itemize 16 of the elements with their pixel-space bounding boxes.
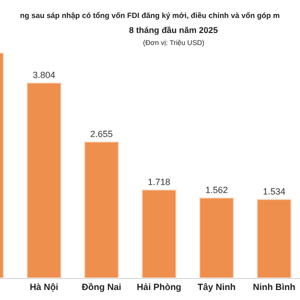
data-label: 1.562	[205, 184, 228, 195]
x-tick-label: Hà Nội	[30, 282, 58, 292]
data-label: 1.718	[148, 176, 170, 187]
bar	[142, 189, 177, 278]
data-label: 1.534	[262, 186, 286, 196]
bar	[84, 141, 119, 278]
bar	[199, 197, 234, 278]
x-tick-label: Hải Phòng	[136, 282, 182, 292]
bar	[26, 82, 62, 278]
text: 8 tháng đầu năm 2025	[129, 25, 218, 35]
x-tick-label: Tây Ninh	[198, 282, 236, 292]
data-label: 3.804	[32, 70, 56, 80]
data-label: 2.655	[90, 128, 113, 139]
x-tick-label: Đồng Nai	[82, 282, 122, 292]
bar	[256, 198, 292, 278]
x-tick-label: Ninh Bình	[252, 282, 296, 292]
